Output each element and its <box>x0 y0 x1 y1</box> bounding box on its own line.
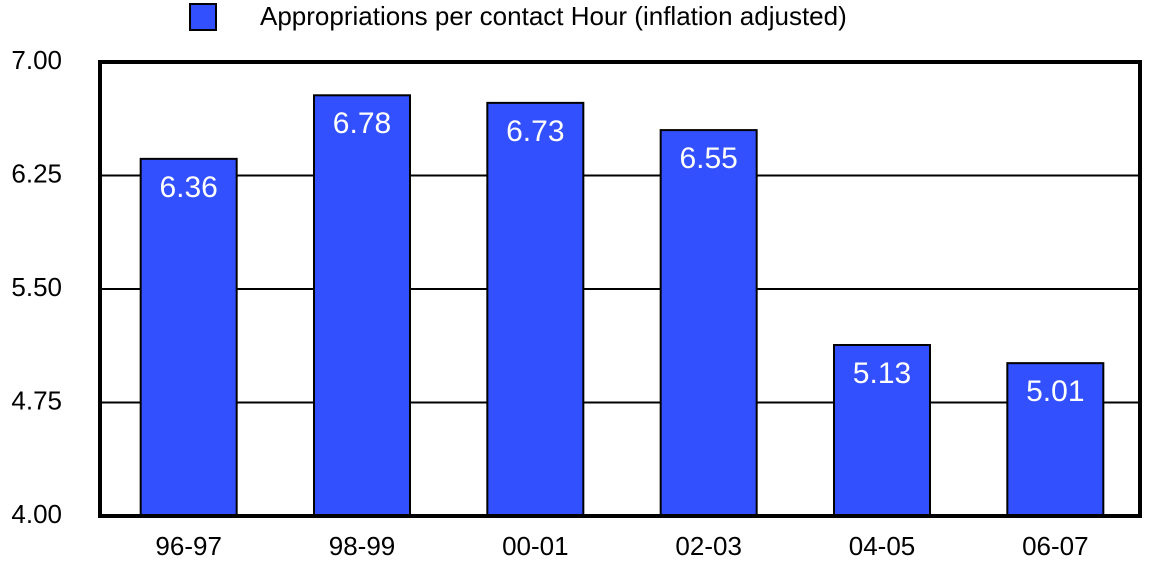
x-tick-label: 06-07 <box>1022 531 1089 561</box>
y-tick-label: 4.00 <box>11 499 62 529</box>
x-tick-label: 04-05 <box>849 531 916 561</box>
data-label: 5.13 <box>853 357 911 390</box>
bar <box>833 343 931 518</box>
bar <box>313 94 411 517</box>
data-label: 6.55 <box>679 142 737 175</box>
bar <box>486 101 585 518</box>
data-label: 6.73 <box>506 115 564 148</box>
legend-swatch <box>189 3 217 31</box>
y-tick-label: 4.75 <box>11 385 62 415</box>
x-tick-label: 96-97 <box>155 531 222 561</box>
data-label: 6.36 <box>159 171 217 204</box>
bar <box>659 129 758 517</box>
x-tick-label: 98-99 <box>329 531 396 561</box>
bar <box>139 157 238 517</box>
y-tick-label: 7.00 <box>11 45 62 75</box>
plot-frame <box>98 60 1142 518</box>
y-tick-label: 6.25 <box>11 158 62 188</box>
y-tick-label: 5.50 <box>11 272 62 302</box>
x-tick-label: 00-01 <box>502 531 569 561</box>
data-label: 5.01 <box>1026 375 1084 408</box>
legend-label: Appropriations per contact Hour (inflati… <box>260 1 847 31</box>
x-tick-label: 02-03 <box>675 531 742 561</box>
data-label: 6.78 <box>333 107 391 140</box>
